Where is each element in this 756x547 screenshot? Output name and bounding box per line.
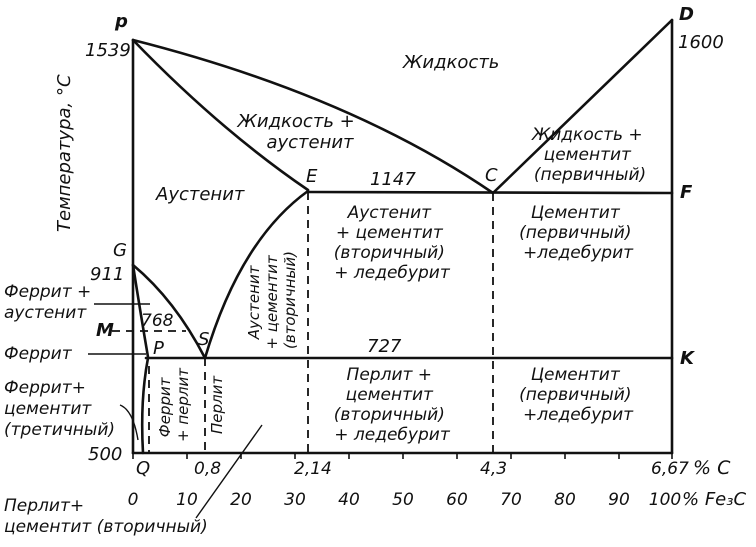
eutectic-line-ECF <box>306 190 674 195</box>
region-pearlite-vertical: Перлит <box>208 375 226 434</box>
carbon-tick-6-67: 6,67 <box>651 459 689 479</box>
region-pearlite-cementite: Перлит+ цементит (вторичный) <box>4 496 208 537</box>
region-liquid-cementite: Жидкость + цементит (первичный) <box>531 125 648 185</box>
liquidus-CD <box>491 18 674 195</box>
solidus-AE <box>131 38 310 192</box>
fe3c-tick-50: 50 <box>392 490 414 510</box>
region-ferrite: Феррит <box>4 344 73 364</box>
region-austenite-cementite-vertical: Аустенит + цементит (вторичный) <box>245 250 299 349</box>
region-austenite-cementite-ledeburite: Аустенит + цементит (вторичный) + ледебу… <box>334 203 451 283</box>
leader-ferrite-cementite <box>119 404 139 441</box>
region-ferrite-cementite: Феррит+ цементит (третичный) <box>4 378 115 440</box>
fe3c-tick-60: 60 <box>446 490 468 510</box>
temp-727: 727 <box>367 336 402 357</box>
line-GS <box>131 263 207 360</box>
temp-768: 768 <box>141 311 174 331</box>
fe3c-tick-40: 40 <box>338 490 360 510</box>
temp-1539: 1539 <box>85 40 131 61</box>
region-cementite-ledeburite-upper: Цементит (первичный) +ледебурит <box>519 203 637 263</box>
point-label-p-upper: p <box>114 11 128 32</box>
fe3c-tick-80: 80 <box>554 490 576 510</box>
temp-1147: 1147 <box>370 169 416 190</box>
x-unit-fe3c: % Fe₃C <box>682 489 746 510</box>
x-unit-carbon: % С <box>693 457 731 479</box>
point-label-M: M <box>96 320 114 341</box>
y-axis-title: Температура, °С <box>54 74 75 232</box>
fe3c-tick-0: 0 <box>128 490 139 510</box>
point-label-C: C <box>485 165 498 186</box>
line-PQ <box>140 356 150 455</box>
carbon-tick-0-8: 0,8 <box>194 459 221 479</box>
fe3c-tick-10: 10 <box>176 490 198 510</box>
line-GP <box>131 263 150 359</box>
carbon-tick-4-3: 4,3 <box>480 459 507 479</box>
fe3c-tick-100: 100 <box>649 490 681 510</box>
point-label-F: F <box>680 182 693 203</box>
x-axis-ticks <box>132 453 673 459</box>
fe3c-tick-20: 20 <box>230 490 252 510</box>
point-label-E: E <box>306 166 318 187</box>
fe3c-tick-30: 30 <box>284 490 306 510</box>
point-label-K: K <box>680 348 696 369</box>
region-liquid-austenite: Жидкость + аустенит <box>237 111 361 153</box>
point-label-Q: Q <box>136 458 150 479</box>
solvus-ES <box>203 189 310 360</box>
point-label-D: D <box>679 4 694 25</box>
temp-1600: 1600 <box>678 32 724 53</box>
fe3c-tick-70: 70 <box>500 490 522 510</box>
region-ferrite-pearlite-vertical: Феррит + перлит <box>156 367 192 442</box>
region-liquid: Жидкость <box>402 52 499 73</box>
region-austenite: Аустенит <box>155 184 245 205</box>
liquidus-AC <box>131 38 495 195</box>
point-label-S: S <box>198 329 209 350</box>
carbon-tick-2-14: 2,14 <box>294 459 332 479</box>
region-pearlite-cementite-ledeburite: Перлит + цементит (вторичный) + ледебури… <box>334 365 451 445</box>
temp-911: 911 <box>90 264 124 285</box>
point-label-P: P <box>153 338 164 359</box>
leader-pearlite-cementite <box>195 424 263 519</box>
temp-500: 500 <box>88 444 122 465</box>
fe3c-tick-90: 90 <box>608 490 630 510</box>
region-cementite-ledeburite-lower: Цементит (первичный) +ледебурит <box>519 365 637 425</box>
point-label-G: G <box>113 240 127 261</box>
region-ferrite-austenite: Феррит + аустенит <box>4 282 97 323</box>
